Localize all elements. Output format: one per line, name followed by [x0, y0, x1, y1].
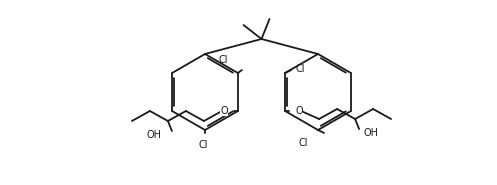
Text: OH: OH	[147, 130, 162, 140]
Text: Cl: Cl	[295, 64, 305, 74]
Text: Cl: Cl	[299, 138, 308, 148]
Text: O: O	[295, 106, 303, 116]
Text: OH: OH	[363, 128, 378, 138]
Text: Cl: Cl	[198, 140, 208, 150]
Text: Cl: Cl	[218, 55, 228, 65]
Text: O: O	[220, 106, 228, 116]
